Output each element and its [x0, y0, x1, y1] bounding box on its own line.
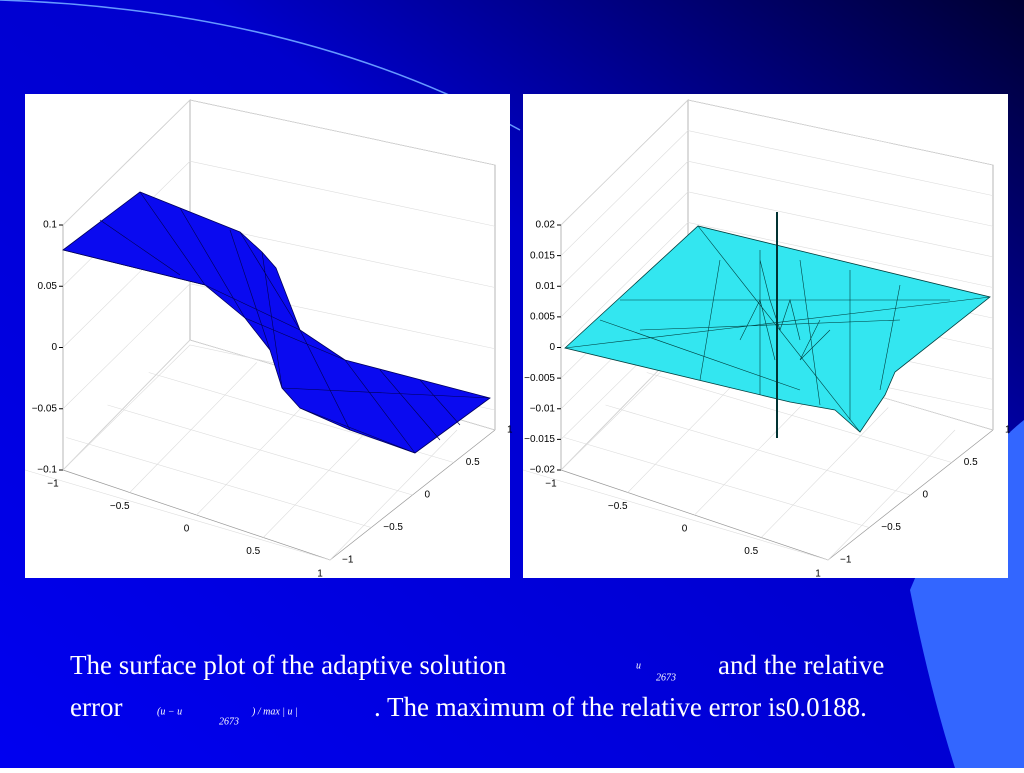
x-tick-label: 1	[317, 569, 323, 580]
grid-line	[62, 339, 191, 471]
x-tick-label: 1	[815, 569, 821, 580]
z-tick-label: −0.05	[32, 403, 58, 414]
caption-text: . The maximum of the relative error is0.…	[374, 692, 867, 722]
grid-line	[560, 191, 994, 318]
x-tick-label: −1	[545, 479, 557, 490]
x-tick-label: −1	[47, 479, 59, 490]
z-tick-label: 0	[549, 342, 555, 353]
x-tick-label: −0.5	[110, 501, 130, 512]
grid-line	[24, 469, 331, 561]
grid-line	[522, 469, 829, 561]
grid-line	[329, 429, 458, 561]
caption-formula: (u − u	[157, 706, 182, 717]
grid-line	[66, 437, 372, 528]
grid-line	[62, 283, 496, 409]
z-tick-label: 0.005	[530, 312, 555, 323]
grid-line	[761, 407, 889, 538]
caption-text: The surface plot of the adaptive solutio…	[70, 650, 507, 680]
grid-line	[129, 362, 257, 493]
surface-mesh	[62, 191, 491, 454]
grid-line	[560, 222, 994, 348]
y-tick-label: −0.5	[383, 522, 403, 533]
x-tick-label: 0.5	[246, 546, 260, 557]
caption-symbol: u	[636, 660, 641, 671]
grid-line	[827, 429, 956, 561]
y-tick-label: 0.5	[466, 457, 480, 468]
y-tick-label: 1	[1005, 425, 1011, 436]
y-tick-label: 0	[425, 490, 431, 501]
y-tick-label: 0	[923, 490, 929, 501]
caption-subscript: 2673	[656, 672, 676, 683]
y-tick-label: 0.5	[964, 457, 978, 468]
z-tick-label: 0.01	[536, 281, 556, 292]
grid-line	[560, 130, 994, 256]
caption-subscript: 2673	[219, 716, 239, 727]
grid-line	[62, 99, 496, 226]
z-tick-label: 0.05	[38, 281, 58, 292]
y-tick-label: −1	[342, 555, 354, 566]
z-tick-label: 0.015	[530, 250, 555, 261]
caption-text: error	[70, 692, 122, 722]
x-tick-label: 0.5	[744, 546, 758, 557]
x-tick-label: 0	[682, 524, 688, 535]
x-tick-label: 0	[184, 524, 190, 535]
y-tick-label: −1	[840, 555, 852, 566]
y-tick-label: −0.5	[881, 522, 901, 533]
y-tick-label: 1	[507, 425, 513, 436]
z-tick-label: 0	[51, 342, 57, 353]
z-tick-label: 0.1	[43, 220, 57, 231]
grid-line	[605, 404, 911, 496]
z-tick-label: −0.015	[524, 434, 555, 445]
z-tick-label: −0.01	[530, 403, 556, 414]
caption-formula: ) / max | u |	[251, 706, 298, 717]
z-tick-label: −0.1	[37, 465, 57, 476]
grid-line	[560, 160, 994, 287]
grid-line	[560, 99, 994, 226]
z-tick-label: 0.02	[536, 220, 556, 231]
surface	[62, 191, 491, 454]
z-tick-label: −0.02	[530, 465, 556, 476]
x-tick-label: −0.5	[608, 501, 628, 512]
grid-line	[646, 372, 952, 463]
grid-line	[564, 437, 870, 528]
caption-text: and the relative	[718, 650, 884, 680]
z-tick-label: −0.005	[524, 373, 555, 384]
grid-line	[107, 404, 413, 496]
